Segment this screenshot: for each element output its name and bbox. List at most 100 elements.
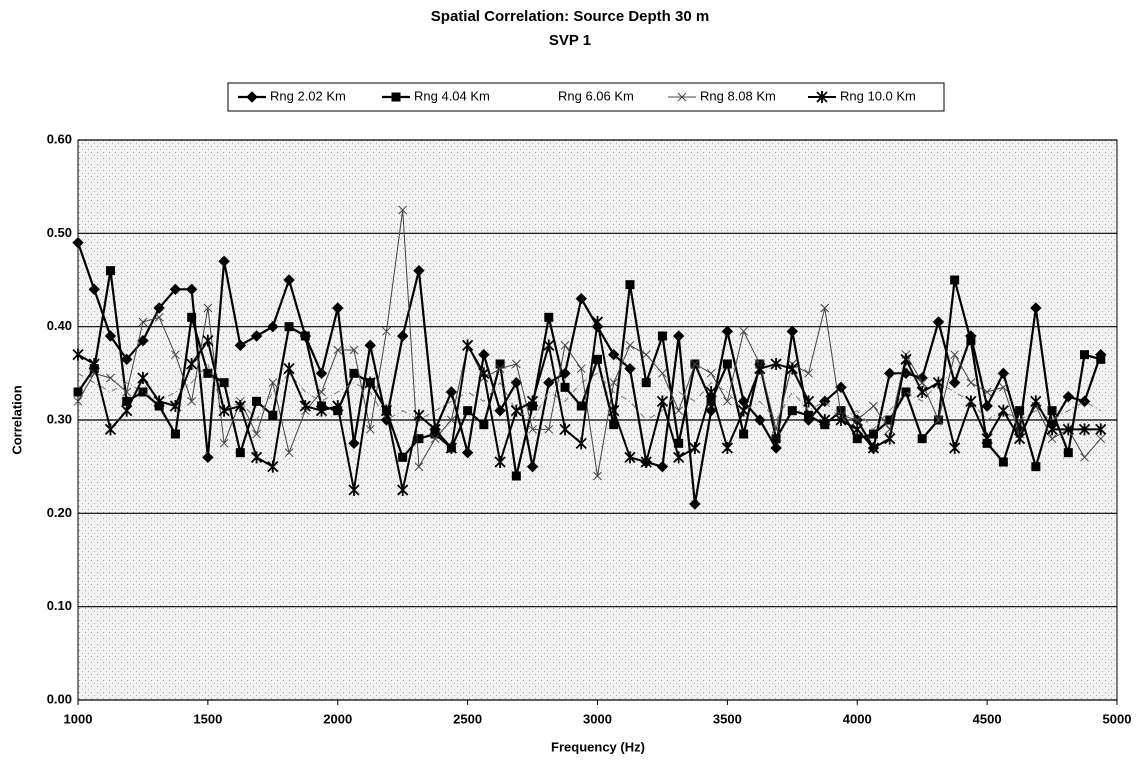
marker bbox=[526, 460, 539, 473]
marker bbox=[997, 367, 1010, 380]
marker bbox=[121, 404, 133, 417]
legend-marker bbox=[391, 92, 401, 102]
marker bbox=[820, 303, 830, 313]
x-tick-label: 4000 bbox=[843, 711, 872, 726]
marker bbox=[268, 378, 278, 388]
y-tick-label: 0.20 bbox=[47, 505, 72, 520]
marker bbox=[73, 396, 83, 406]
marker bbox=[981, 400, 993, 412]
marker bbox=[511, 471, 521, 481]
marker bbox=[186, 358, 198, 370]
marker bbox=[771, 424, 781, 434]
marker bbox=[576, 401, 586, 411]
marker bbox=[1095, 423, 1107, 436]
marker bbox=[202, 451, 214, 464]
marker bbox=[526, 395, 539, 408]
marker bbox=[120, 353, 133, 366]
marker bbox=[267, 460, 279, 473]
legend-label: Rng 2.02 Km bbox=[270, 88, 346, 103]
marker bbox=[510, 404, 522, 417]
marker bbox=[1062, 390, 1075, 403]
marker bbox=[203, 303, 213, 313]
marker bbox=[593, 354, 602, 364]
marker bbox=[1047, 406, 1057, 416]
marker bbox=[835, 414, 847, 426]
marker bbox=[852, 434, 862, 444]
marker bbox=[154, 312, 164, 322]
marker bbox=[104, 423, 117, 436]
x-tick-label: 3500 bbox=[713, 711, 742, 726]
marker bbox=[170, 429, 180, 439]
marker bbox=[153, 302, 165, 314]
marker bbox=[137, 372, 149, 384]
marker bbox=[185, 283, 198, 296]
marker bbox=[934, 415, 943, 425]
marker bbox=[672, 330, 685, 342]
marker bbox=[1047, 434, 1057, 444]
marker bbox=[804, 410, 814, 420]
marker bbox=[413, 264, 425, 277]
marker bbox=[138, 317, 148, 327]
legend-label: Rng 8.08 Km bbox=[700, 88, 776, 103]
legend-marker bbox=[677, 92, 687, 102]
marker bbox=[966, 336, 976, 346]
marker bbox=[997, 404, 1009, 417]
marker bbox=[1080, 350, 1090, 360]
marker bbox=[137, 334, 149, 347]
marker bbox=[365, 424, 375, 434]
marker bbox=[398, 452, 408, 462]
marker bbox=[106, 373, 115, 383]
x-tick-label: 3000 bbox=[583, 711, 612, 726]
marker bbox=[802, 395, 815, 408]
marker bbox=[203, 368, 213, 378]
marker bbox=[88, 283, 100, 296]
marker bbox=[658, 368, 667, 378]
marker bbox=[608, 348, 620, 361]
marker bbox=[576, 364, 586, 374]
marker bbox=[72, 236, 84, 249]
marker bbox=[804, 368, 813, 378]
legend-label: Rng 4.04 Km bbox=[414, 88, 490, 103]
legend-label: Rng 6.06 Km bbox=[558, 88, 634, 103]
marker bbox=[624, 362, 636, 375]
marker bbox=[932, 316, 945, 328]
marker bbox=[949, 442, 961, 454]
marker bbox=[640, 456, 652, 468]
marker bbox=[1015, 406, 1025, 416]
marker bbox=[445, 442, 458, 454]
marker bbox=[413, 409, 425, 422]
marker bbox=[252, 396, 262, 406]
marker bbox=[544, 424, 554, 434]
marker bbox=[494, 456, 506, 468]
marker bbox=[591, 316, 604, 328]
marker bbox=[705, 404, 717, 417]
marker bbox=[575, 292, 587, 305]
marker bbox=[461, 339, 474, 352]
x-axis-title: Frequency (Hz) bbox=[551, 739, 645, 754]
marker bbox=[543, 376, 555, 389]
marker bbox=[495, 359, 505, 369]
marker bbox=[656, 395, 669, 408]
marker bbox=[317, 387, 326, 397]
marker bbox=[349, 368, 359, 378]
marker bbox=[754, 362, 766, 375]
marker bbox=[657, 331, 667, 341]
marker bbox=[398, 205, 408, 215]
marker bbox=[737, 404, 750, 417]
marker bbox=[414, 434, 424, 444]
marker bbox=[1013, 432, 1026, 445]
marker bbox=[819, 414, 831, 426]
marker bbox=[560, 340, 570, 350]
marker bbox=[299, 400, 311, 412]
marker bbox=[202, 334, 214, 347]
marker bbox=[461, 446, 474, 459]
marker bbox=[544, 312, 554, 322]
marker bbox=[1046, 423, 1058, 436]
marker bbox=[284, 322, 294, 332]
marker bbox=[1096, 354, 1106, 364]
marker bbox=[543, 339, 555, 352]
marker bbox=[852, 415, 862, 425]
marker bbox=[447, 415, 456, 425]
